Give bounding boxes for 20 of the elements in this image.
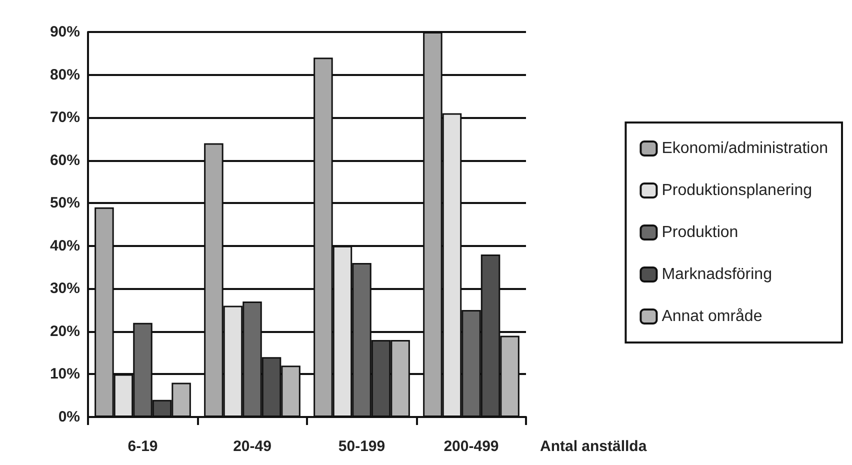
x-tick-label: 20-49	[233, 438, 272, 455]
x-tick-label: 200-499	[444, 438, 499, 455]
legend-label: Produktionsplanering	[662, 182, 812, 199]
y-tick-label: 0%	[58, 408, 80, 426]
x-axis-title: Antal anställda	[540, 438, 648, 455]
y-tick-label: 40%	[50, 237, 80, 254]
y-tick-label: 10%	[50, 366, 80, 383]
y-tick-label: 90%	[50, 24, 80, 40]
x-tick-label: 50-199	[338, 438, 386, 455]
legend-label: Annat område	[662, 308, 762, 325]
legend-label: Ekonomi/administration	[662, 140, 828, 157]
legend-label: Produktion	[662, 224, 738, 241]
y-tick-label: 50%	[50, 194, 80, 212]
y-tick-label: 30%	[50, 280, 80, 298]
y-tick-label: 70%	[50, 109, 80, 126]
legend-label: Marknadsföring	[662, 266, 772, 283]
y-tick-label: 80%	[50, 66, 80, 84]
x-tick-label: 6-19	[128, 438, 158, 455]
y-tick-label: 20%	[50, 322, 80, 340]
y-tick-label: 60%	[50, 152, 80, 169]
